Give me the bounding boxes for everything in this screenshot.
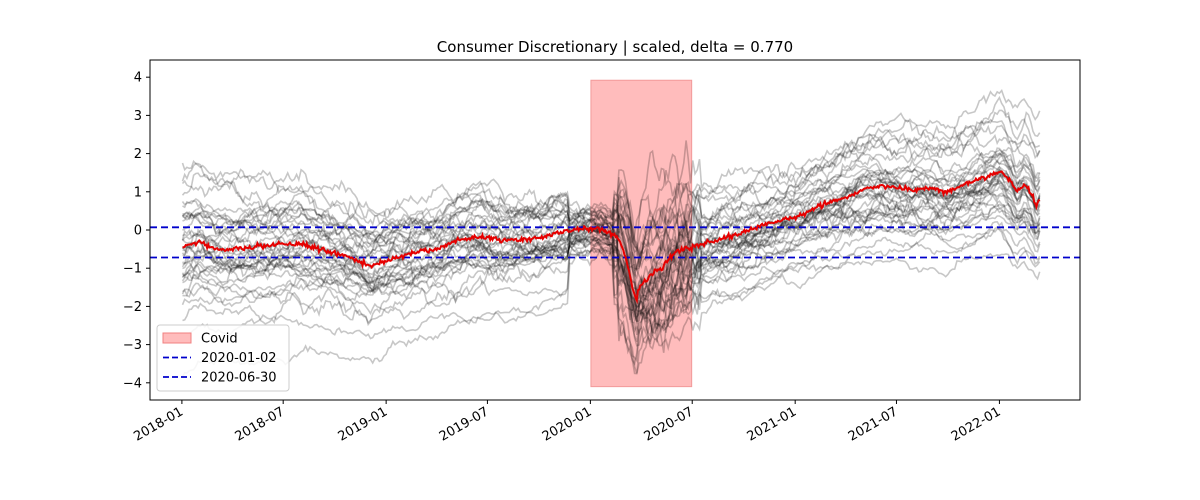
member-series-line [181,151,1041,271]
reference-lines-layer [150,226,1080,259]
y-tick-label: −2 [123,300,142,315]
x-tick-label: 2019-01 [336,404,391,444]
y-tick-label: −3 [123,338,142,353]
x-tick-label: 2020-01 [540,404,595,444]
member-series-line [181,95,1041,252]
member-series-line [181,202,1041,329]
y-axis: 4 3 2 1 0 −1 −2 −3 −4 [123,71,150,391]
x-tick-label: 2021-07 [846,404,901,444]
mean-line-layer [182,170,1041,305]
member-series-line [182,181,1041,347]
chart-title: Consumer Discretionary | scaled, delta =… [437,38,793,56]
member-series-line [182,226,1041,375]
mean-series-line [182,170,1041,305]
member-series-line [182,124,1041,316]
y-tick-label: 3 [134,109,142,124]
member-series-line [182,159,1041,321]
member-series-line [182,151,1041,285]
x-tick-label: 2021-01 [745,404,800,444]
x-tick-label: 2018-01 [131,404,186,444]
x-tick-label: 2019-07 [437,404,492,444]
legend-label: Covid [201,332,238,347]
y-tick-label: 1 [134,185,142,200]
member-series-line [181,109,1041,278]
member-series-line [181,169,1041,318]
member-series-line [182,165,1041,300]
member-series-line [181,153,1041,300]
y-tick-label: 4 [134,71,142,86]
member-series-line [182,208,1041,313]
member-series-line [181,147,1041,263]
member-series-line [181,168,1041,337]
member-series-line [182,248,1041,374]
x-axis: 2018-01 2018-07 2019-01 2019-07 2020-01 2020-… [131,400,1003,445]
member-series-line [181,227,1041,377]
member-series-line [182,135,1041,305]
legend-label: 2020-06-30 [201,371,277,386]
y-tick-label: 2 [134,147,142,162]
member-series-line [182,178,1041,272]
member-series-line [182,148,1041,253]
member-series-line [181,165,1041,364]
x-tick-label: 2020-07 [642,404,697,444]
member-series-line [182,179,1040,353]
y-tick-label: 0 [134,224,142,239]
legend-label: 2020-01-02 [201,351,277,366]
member-series-line [182,89,1041,268]
y-tick-label: −1 [123,262,142,277]
legend-swatch-covid [162,332,192,344]
member-series-line [182,118,1041,258]
legend: Covid 2020-01-02 2020-06-30 [156,324,290,392]
member-series-line [181,159,1041,312]
member-series-line [181,132,1040,243]
x-tick-label: 2022-01 [949,404,1004,444]
member-series-line [182,159,1041,276]
y-tick-label: −4 [123,376,142,391]
member-series-line [182,191,1040,366]
member-series-line [181,203,1041,310]
x-tick-label: 2018-07 [233,404,288,444]
member-series-line [181,164,1041,336]
member-series-line [181,215,1041,335]
